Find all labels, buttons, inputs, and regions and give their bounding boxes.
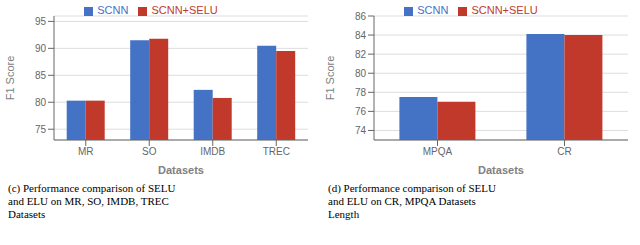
svg-text:86: 86	[355, 11, 367, 22]
svg-text:90: 90	[35, 43, 47, 54]
svg-text:MPQA: MPQA	[423, 146, 453, 157]
svg-text:85: 85	[35, 70, 47, 81]
svg-text:MR: MR	[78, 146, 94, 157]
svg-text:80: 80	[355, 68, 367, 79]
svg-text:80: 80	[35, 97, 47, 108]
html-text:SCNN+SELU: SCNN+SELU	[471, 4, 538, 16]
html-text:SCNN: SCNN	[97, 4, 129, 16]
html-text:SCNN: SCNN	[417, 4, 449, 16]
svg-text:74: 74	[355, 125, 367, 136]
svg-text:Datasets: Datasets	[478, 164, 524, 176]
svg-text:IMDB: IMDB	[200, 146, 225, 157]
svg-text:TREC: TREC	[263, 146, 290, 157]
svg-text:84: 84	[355, 30, 367, 41]
svg-text:82: 82	[355, 49, 367, 60]
html-text:SCNN+SELU: SCNN+SELU	[151, 4, 218, 16]
svg-text:CR: CR	[557, 146, 571, 157]
svg-text:76: 76	[355, 106, 367, 117]
html-text:(c) Performance comparison of: (c) Performance comparison of SELU and E…	[8, 182, 176, 220]
html-text:(d) Performance comparison of: (d) Performance comparison of SELU and E…	[328, 182, 496, 220]
svg-text:95: 95	[35, 16, 47, 27]
svg-text:SO: SO	[142, 146, 157, 157]
svg-text:F1 Score: F1 Score	[8, 56, 16, 101]
svg-text:78: 78	[355, 87, 367, 98]
svg-text:F1 Score: F1 Score	[324, 56, 336, 101]
svg-text:Datasets: Datasets	[158, 164, 204, 176]
svg-text:75: 75	[35, 124, 47, 135]
